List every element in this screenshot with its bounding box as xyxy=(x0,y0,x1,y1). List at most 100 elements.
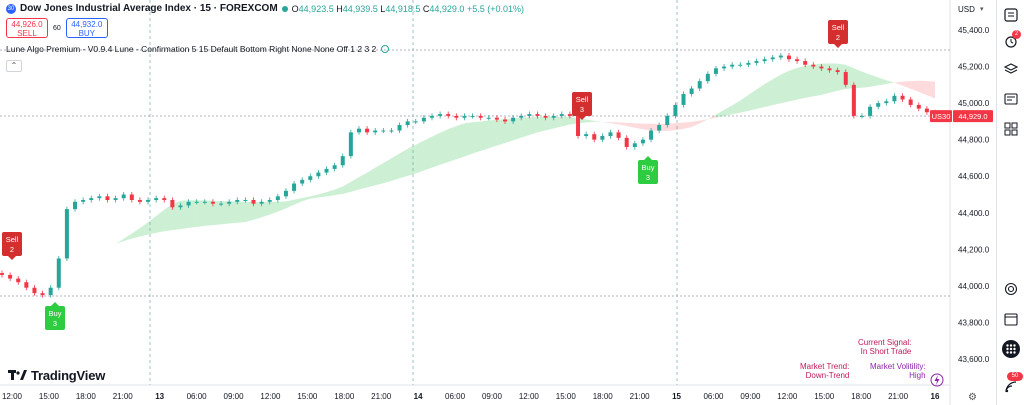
indicator-source-icon[interactable] xyxy=(381,45,390,53)
candle-body xyxy=(421,117,426,122)
candle-body xyxy=(243,199,248,201)
time-tick-label: 18:00 xyxy=(76,392,97,401)
trend-cloud-segment xyxy=(464,122,473,157)
time-tick-label: 21:00 xyxy=(113,392,134,401)
time-tick-label: 21:00 xyxy=(888,392,909,401)
gear-icon[interactable]: ⚙ xyxy=(968,392,977,403)
trend-cloud-segment xyxy=(691,120,700,127)
candle-body xyxy=(835,70,840,73)
layers-icon[interactable] xyxy=(1002,60,1020,78)
trend-cloud-segment xyxy=(269,201,278,215)
candle-body xyxy=(462,115,467,118)
trend-cloud-segment xyxy=(797,65,806,100)
candle-body xyxy=(795,59,800,62)
candle-body xyxy=(673,104,678,116)
candle-body xyxy=(64,209,69,259)
trend-cloud-segment xyxy=(294,198,303,205)
candle-body xyxy=(365,128,370,133)
right-toolbar: 2 50 xyxy=(996,0,1024,405)
candle-body xyxy=(348,132,353,157)
buy-signal-marker[interactable] xyxy=(45,306,65,330)
spread-value: 60 xyxy=(53,24,61,32)
candle-body xyxy=(713,68,718,74)
price-tick-label: 43,600.0 xyxy=(958,355,990,364)
trend-cloud-segment xyxy=(245,201,254,223)
candle-body xyxy=(405,121,410,126)
trend-cloud-segment xyxy=(180,200,189,230)
price-tick-label: 45,000.0 xyxy=(958,99,990,108)
candle-body xyxy=(40,293,45,296)
candle-body xyxy=(0,273,4,275)
trend-cloud-segment xyxy=(715,109,725,118)
trend-cloud-segment xyxy=(594,120,603,123)
candle-body xyxy=(170,199,175,208)
symbol-title[interactable]: Dow Jones Industrial Average Index · 15 … xyxy=(20,3,278,14)
candle-body xyxy=(600,136,605,140)
trend-cloud-segment xyxy=(326,189,335,197)
sell-signal-marker[interactable] xyxy=(572,92,592,116)
trend-cloud-segment xyxy=(83,255,92,261)
candle-body xyxy=(592,134,597,140)
trend-cloud-segment xyxy=(829,63,838,93)
collapse-legend-button[interactable]: ⌃ xyxy=(6,60,22,72)
tradingview-logo[interactable]: TradingView xyxy=(8,368,105,383)
trend-cloud-segment xyxy=(139,222,149,237)
trend-cloud-segment xyxy=(472,121,481,154)
calendar-icon[interactable] xyxy=(1002,310,1020,328)
candle-body xyxy=(300,179,305,184)
chevron-down-icon[interactable]: ▾ xyxy=(980,6,984,13)
sell-signal-pointer xyxy=(834,44,842,48)
time-tick-label: 06:00 xyxy=(703,392,724,401)
candle-body xyxy=(511,117,516,122)
candle-body xyxy=(251,199,256,204)
sell-signal-marker[interactable] xyxy=(2,232,22,256)
trend-cloud-segment xyxy=(196,200,205,227)
grid-icon[interactable] xyxy=(1002,120,1020,138)
candle-body xyxy=(640,139,645,144)
alarm-clock-icon[interactable] xyxy=(1002,32,1020,50)
sell-signal-marker[interactable] xyxy=(828,20,848,44)
time-tick-label: 14 xyxy=(414,392,423,401)
indicator-legend[interactable]: Lune Algo Premium - V0.9.4 Lune - Confir… xyxy=(6,44,390,54)
target-icon[interactable] xyxy=(1002,280,1020,298)
trend-cloud-segment xyxy=(707,114,716,120)
notification-count-badge: 50 xyxy=(1007,372,1023,381)
candle-body xyxy=(892,95,897,102)
trend-cloud-segment xyxy=(212,200,222,226)
candle-body xyxy=(81,199,86,202)
sell-button[interactable]: 44,926.0 SELL xyxy=(6,18,48,38)
trend-cloud-segment xyxy=(342,181,351,194)
last-price-tag-label: 44,929.0 xyxy=(958,112,987,121)
signal-count-label: 3 xyxy=(580,105,584,114)
signal-count-label: 2 xyxy=(836,33,840,42)
price-chart[interactable]: 45,400.0 45,200.0 45,000.0 44,800.0 44,600.0… xyxy=(0,0,996,405)
candle-body xyxy=(770,57,775,60)
candle-body xyxy=(649,130,654,140)
apps-icon[interactable] xyxy=(1002,340,1020,358)
time-tick-label: 15 xyxy=(672,392,681,401)
currency-label[interactable]: USD xyxy=(958,5,975,14)
candle-body xyxy=(146,199,151,202)
candle-body xyxy=(657,125,662,131)
time-tick-label: 06:00 xyxy=(445,392,466,401)
trend-cloud-segment xyxy=(318,192,327,198)
watchlist-icon[interactable] xyxy=(1002,6,1020,24)
trend-cloud-segment xyxy=(496,119,506,146)
trend-cloud-segment xyxy=(569,116,579,125)
buy-signal-pointer xyxy=(644,156,652,160)
candle-body xyxy=(16,278,21,283)
candle-body xyxy=(535,114,540,116)
trend-cloud-segment xyxy=(756,84,765,109)
buy-signal-marker[interactable] xyxy=(638,160,658,184)
trend-cloud-segment xyxy=(253,202,262,220)
trend-cloud-segment xyxy=(878,77,887,86)
symbol-tag-label: US30 xyxy=(932,112,951,121)
trend-cloud-segment xyxy=(732,100,741,115)
buy-button[interactable]: 44,932.0 BUY xyxy=(65,18,108,38)
candle-body xyxy=(389,130,394,132)
signal-type-label: Sell xyxy=(6,235,19,244)
broadcast-icon[interactable] xyxy=(1002,378,1020,396)
news-icon[interactable] xyxy=(1002,90,1020,108)
candle-body xyxy=(121,194,126,199)
trend-cloud-segment xyxy=(66,266,76,275)
